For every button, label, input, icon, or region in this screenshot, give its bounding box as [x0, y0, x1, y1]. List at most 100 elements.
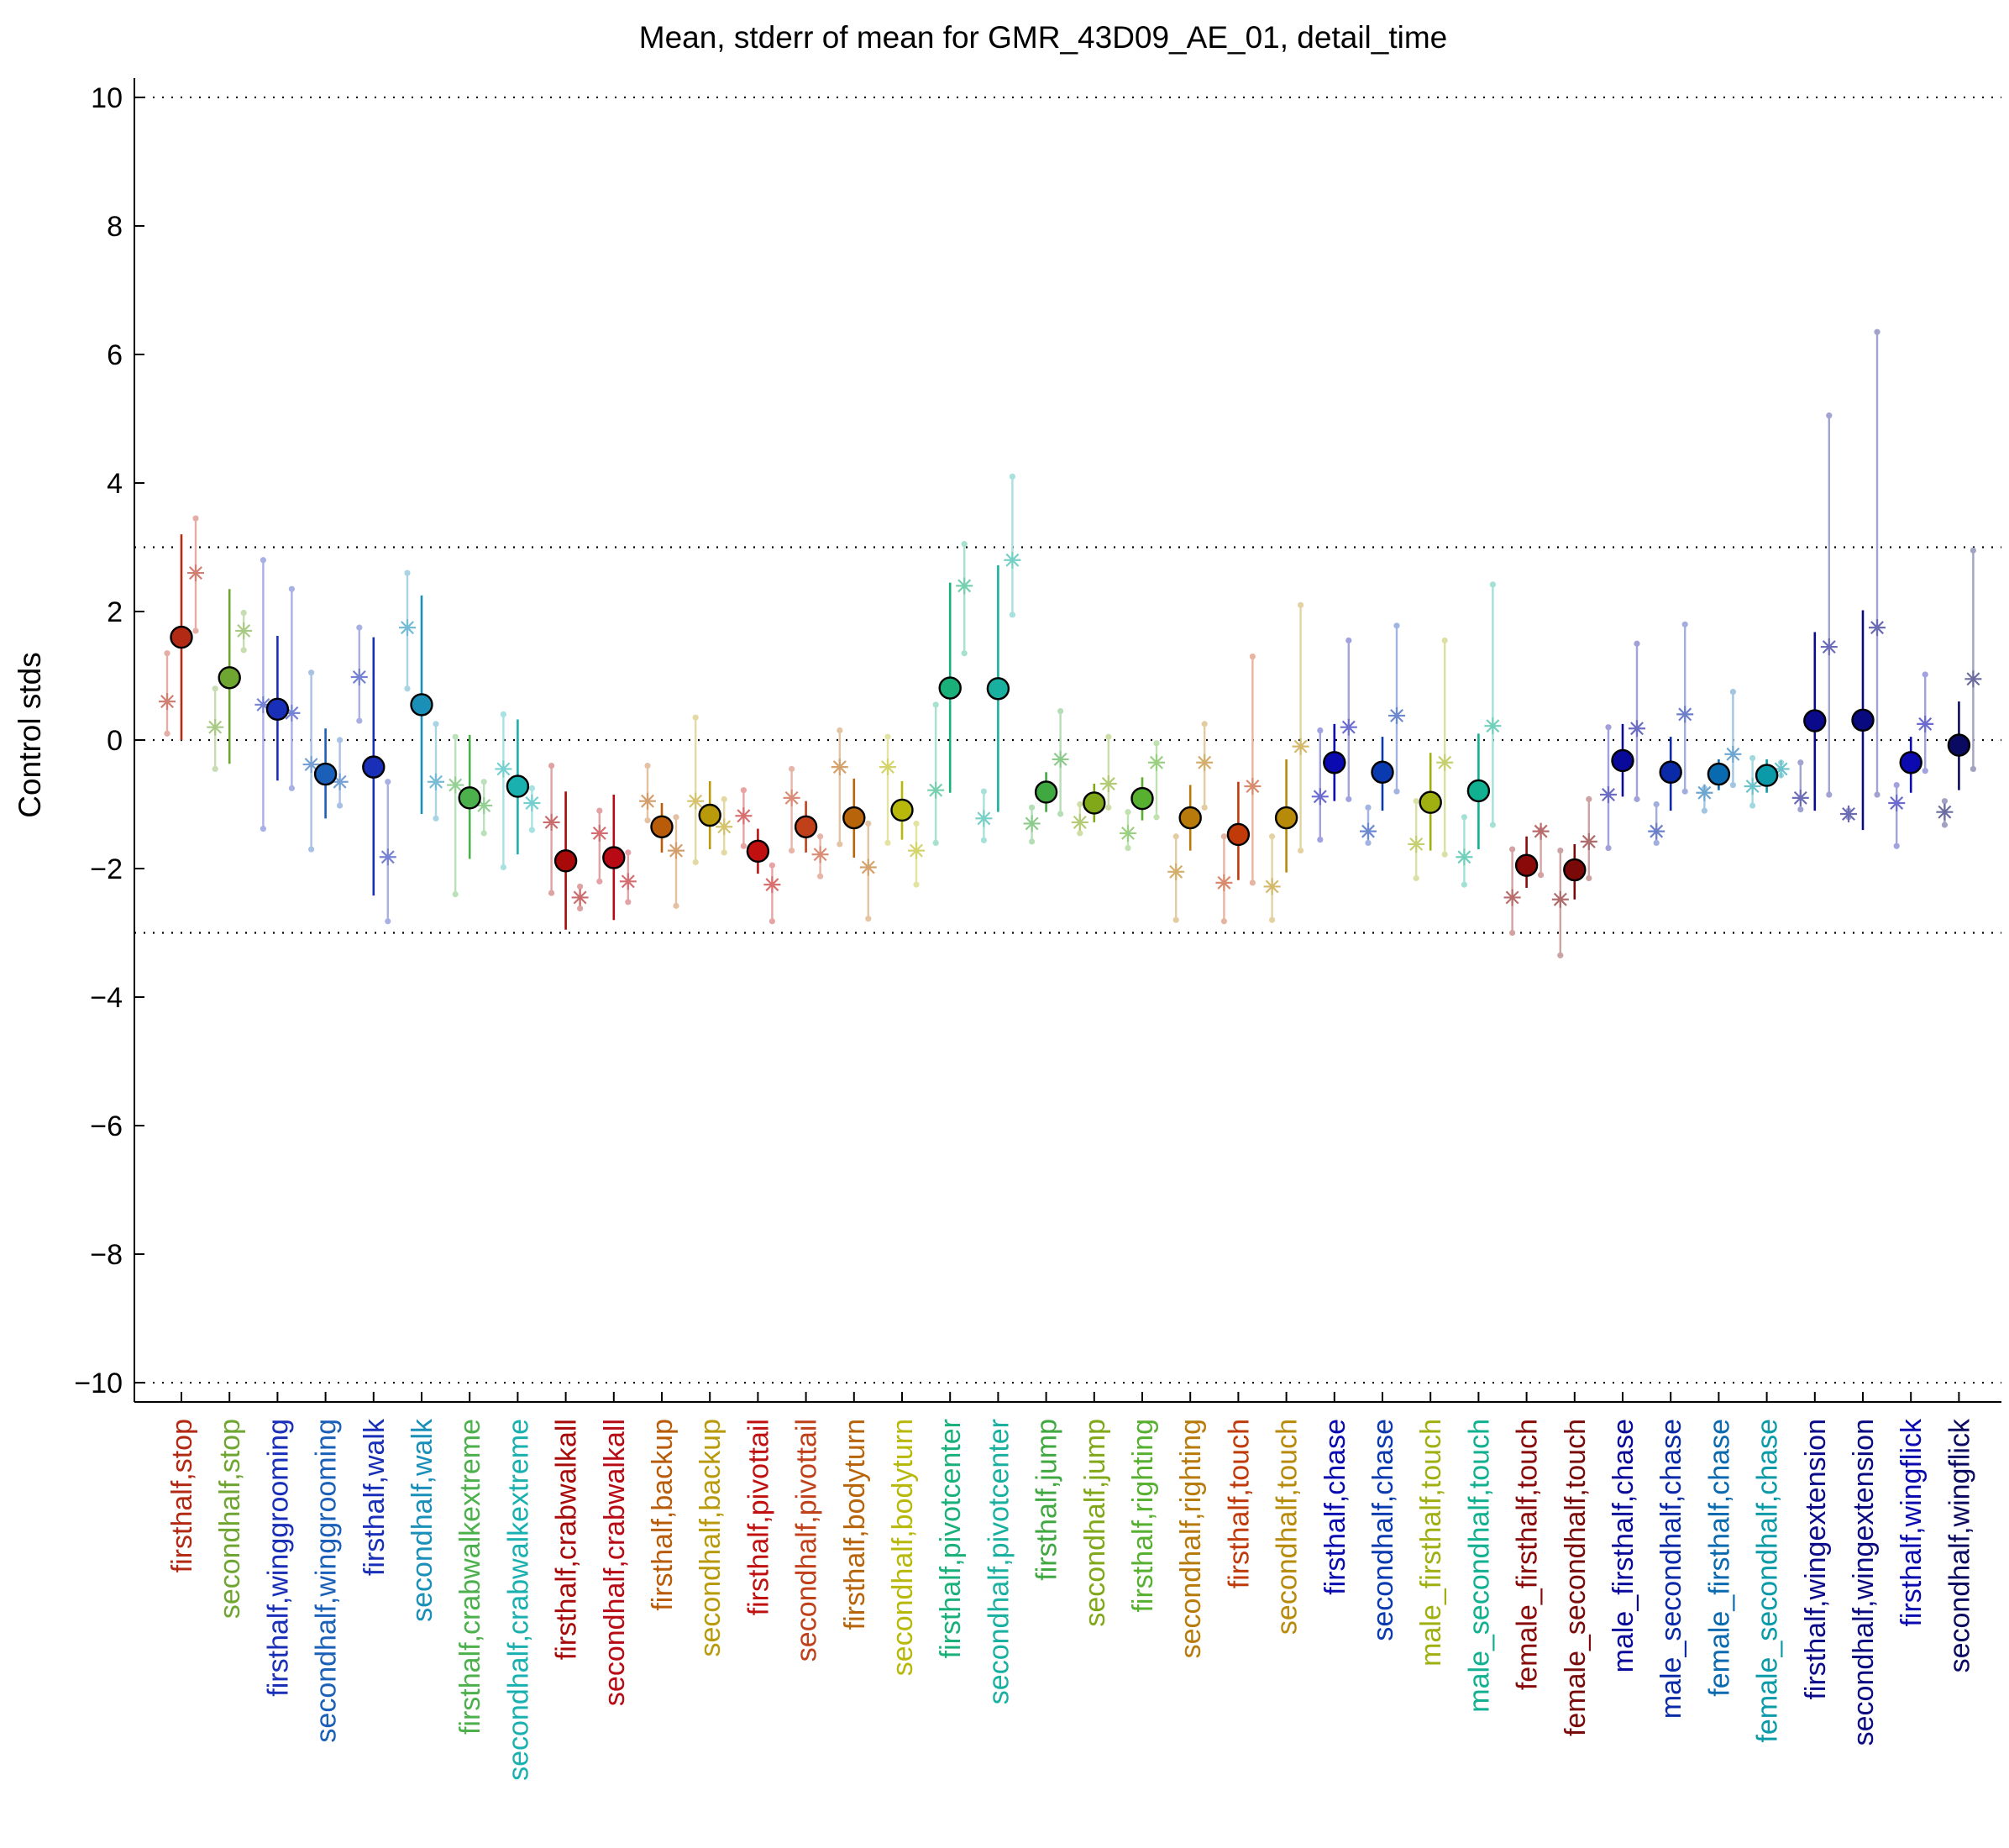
- y-tick-label: 6: [107, 339, 123, 371]
- y-tick-label: −6: [90, 1110, 123, 1142]
- spread-end: [212, 685, 218, 692]
- star-marker-left: [447, 776, 464, 794]
- star-marker-left: [495, 760, 512, 778]
- spread-end: [1653, 839, 1660, 847]
- star-marker-right: [1388, 706, 1405, 724]
- spread-end: [308, 846, 315, 853]
- spread-end: [1681, 621, 1688, 627]
- x-tick-label: secondhalf,walk: [407, 1418, 438, 1622]
- spread-end: [932, 701, 939, 708]
- x-tick-label: female_secondhalf,touch: [1560, 1419, 1592, 1736]
- spread-end: [1922, 768, 1928, 774]
- star-marker-left: [1456, 848, 1473, 866]
- spread-end: [596, 878, 603, 885]
- mean-marker: [794, 815, 818, 838]
- mean-marker: [842, 806, 866, 830]
- spread-end: [528, 827, 536, 833]
- spread-end: [1441, 851, 1448, 858]
- star-marker-right: [1964, 670, 1982, 688]
- mean-marker: [1563, 858, 1587, 882]
- star-marker-left: [159, 693, 176, 711]
- mean-marker: [1803, 709, 1827, 732]
- mean-marker: [1947, 733, 1971, 757]
- x-tick-labels: firsthalf,stop secondhalf,stop firsthalf,w…: [166, 1418, 1975, 1781]
- spread-end: [500, 864, 507, 871]
- star-marker-left: [639, 792, 656, 810]
- spread-end: [1029, 804, 1036, 811]
- star-marker-right: [1292, 738, 1309, 755]
- x-tick-label: male_firsthalf,chase: [1608, 1419, 1639, 1672]
- spread-end: [404, 570, 411, 576]
- x-tick-label: secondhalf,winggrooming: [311, 1419, 343, 1743]
- star-marker-left: [1696, 784, 1713, 801]
- mean-marker: [1611, 748, 1634, 773]
- star-marker-right: [1869, 619, 1886, 637]
- spread-end: [1345, 795, 1352, 802]
- spread-end: [1413, 798, 1419, 805]
- spread-end: [1029, 838, 1036, 845]
- mean-marker: [1659, 760, 1682, 784]
- chart-title: Mean, stderr of mean for GMR_43D09_AE_01…: [639, 20, 1448, 55]
- mean-marker: [698, 803, 721, 827]
- spread-end: [1269, 916, 1276, 923]
- mean-marker: [1466, 779, 1491, 803]
- x-tick-label: firsthalf,jump: [1031, 1419, 1063, 1581]
- x-tick-label: female_firsthalf,touch: [1512, 1419, 1544, 1690]
- spread-end: [1970, 547, 1976, 554]
- x-tick-label: secondhalf,righting: [1175, 1419, 1207, 1658]
- star-marker-right: [763, 876, 781, 894]
- spread-end: [1941, 798, 1948, 805]
- star-marker-left: [879, 759, 896, 776]
- star-marker-left: [1791, 789, 1809, 806]
- spread-end: [240, 647, 247, 654]
- spread-end: [1461, 881, 1467, 888]
- spread-end: [961, 650, 968, 657]
- mean-marker: [506, 774, 530, 798]
- star-marker-left: [399, 619, 416, 637]
- star-marker-left: [1215, 874, 1233, 891]
- star-marker-right: [1629, 720, 1645, 738]
- spread-end: [1941, 822, 1948, 828]
- spread-end: [1365, 839, 1372, 847]
- spread-end: [625, 899, 632, 906]
- x-tick-label: secondhalf,bodyturn: [887, 1419, 919, 1676]
- star-marker-right: [523, 794, 541, 811]
- star-marker-left: [735, 807, 753, 825]
- star-marker-left: [302, 756, 320, 774]
- star-marker-right: [619, 873, 637, 890]
- spread-end: [1125, 809, 1131, 816]
- comparison-stars: [159, 551, 1982, 908]
- spread-end: [1893, 781, 1900, 789]
- spread-end: [404, 685, 411, 692]
- spread-end: [1009, 612, 1015, 618]
- spread-end: [913, 820, 920, 827]
- spread-end: [1393, 622, 1400, 629]
- star-marker-left: [1071, 813, 1088, 831]
- spread-end: [164, 650, 170, 657]
- x-tick-label: secondhalf,chase: [1367, 1419, 1399, 1641]
- y-tick-label: 8: [107, 211, 123, 243]
- spread-end: [884, 733, 891, 740]
- spread-end: [1509, 929, 1516, 937]
- spread-end: [1970, 765, 1976, 773]
- star-marker-left: [1840, 805, 1857, 822]
- spread-end: [385, 918, 391, 925]
- mean-marker: [1371, 760, 1394, 784]
- mean-marker: [890, 798, 914, 822]
- spread-end: [865, 916, 872, 922]
- spread-end: [337, 737, 344, 743]
- spread-end: [980, 788, 987, 795]
- mean-marker: [1083, 791, 1106, 815]
- star-marker-right: [1004, 551, 1021, 569]
- spread-end: [1125, 844, 1131, 852]
- spread-end: [1922, 671, 1928, 678]
- star-marker-left: [1023, 815, 1041, 832]
- mean-marker: [1419, 790, 1442, 814]
- x-tick-label: secondhalf,backup: [695, 1419, 726, 1657]
- star-marker-left: [543, 813, 560, 831]
- mean-marker: [1514, 853, 1539, 877]
- mean-marker: [362, 755, 386, 779]
- x-tick-label: firsthalf,touch: [1223, 1419, 1255, 1588]
- mean-marker: [1323, 751, 1346, 774]
